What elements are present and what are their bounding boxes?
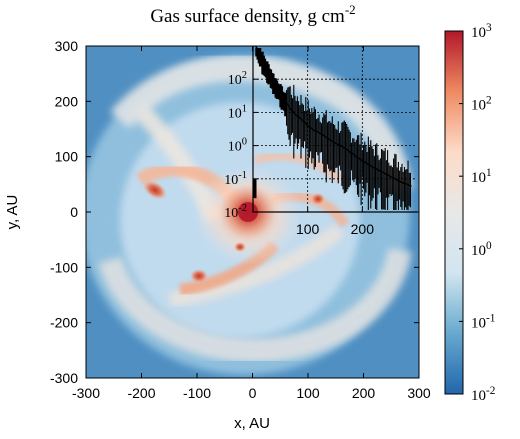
- inset-x-tick-label: 200: [351, 221, 375, 237]
- inset-x-tick-label: 100: [296, 221, 320, 237]
- inset-x-ticks: 100 200: [296, 207, 374, 237]
- y-tick-label: 100: [55, 149, 79, 165]
- clump-inner: [234, 242, 246, 252]
- y-tick-label: -200: [50, 315, 78, 331]
- inset-plot: 102 101 100 10-1 10-2 100 200: [224, 45, 417, 237]
- x-tick-label: -100: [183, 385, 211, 401]
- clump-right: [311, 193, 325, 205]
- x-tick-label: 100: [296, 385, 320, 401]
- x-axis-ticks: -300 -200 -100 0 100 200 300: [72, 46, 431, 401]
- y-tick-label: -300: [50, 370, 78, 386]
- x-tick-label: -200: [127, 385, 155, 401]
- colorbar-ticks: 103 102 101 100 10-1 10-2: [459, 22, 495, 404]
- inset-y-tick-label: 101: [228, 103, 247, 121]
- colorbar-tick-label: 100: [471, 240, 492, 259]
- y-axis-label: y, AU: [4, 195, 21, 230]
- inset-y-tick-label: 100: [228, 137, 247, 155]
- x-tick-label: 0: [249, 385, 257, 401]
- inset-profile: [252, 45, 412, 210]
- y-axis-ticks: -300 -200 -100 0 100 200 300: [50, 38, 419, 386]
- y-tick-label: -100: [50, 259, 78, 275]
- x-axis-label: x, AU: [234, 415, 270, 432]
- chart-title: Gas surface density, g cm-2: [150, 2, 355, 27]
- inset-profile-line: [255, 45, 412, 187]
- y-tick-label: 300: [55, 38, 79, 54]
- inset-y-tick-label: 10-1: [224, 170, 247, 188]
- y-tick-label: 200: [55, 93, 79, 109]
- inset-y-tick-label: 102: [228, 70, 247, 88]
- colorbar-tick-label: 10-1: [471, 312, 495, 331]
- colorbar: [444, 30, 464, 395]
- inset-y-tick-label: 10-2: [224, 203, 247, 221]
- x-tick-label: 300: [407, 385, 431, 401]
- colorbar-tick-label: 101: [471, 167, 492, 186]
- x-tick-label: 200: [352, 385, 376, 401]
- y-tick-label: 0: [70, 204, 78, 220]
- x-tick-label: -300: [72, 385, 100, 401]
- clump-upper-left: [143, 180, 167, 200]
- colorbar-tick-label: 10-2: [471, 385, 495, 404]
- colorbar-tick-label: 102: [471, 95, 492, 114]
- clump-lower-left: [190, 269, 208, 283]
- inset-y-ticks: 102 101 100 10-1 10-2: [224, 70, 258, 221]
- colorbar-tick-label: 103: [471, 22, 492, 41]
